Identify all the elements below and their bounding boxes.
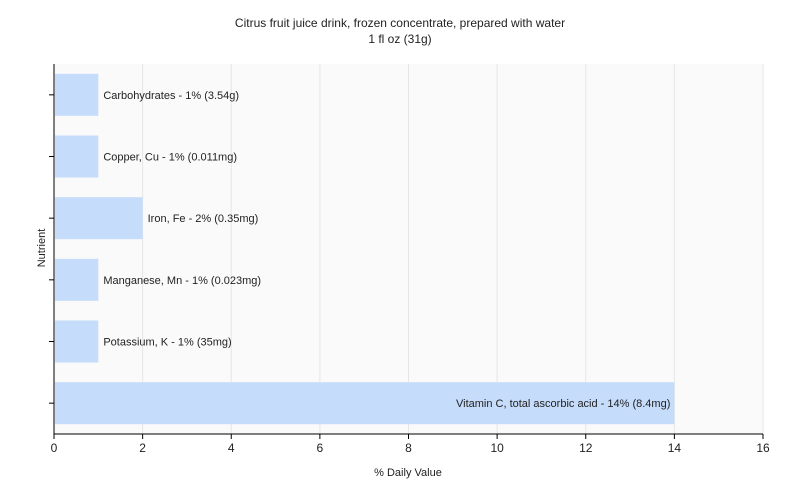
x-tick-label: 16	[756, 441, 770, 455]
y-axis-ticks	[49, 94, 54, 404]
x-tick-label: 8	[405, 441, 412, 455]
bars: Carbohydrates - 1% (3.54g) Copper, Cu - 1…	[55, 73, 675, 425]
bar	[55, 135, 99, 178]
chart-subtitle: 1 fl oz (31g)	[368, 32, 432, 46]
bar-label: Copper, Cu - 1% (0.011mg)	[103, 152, 237, 164]
bar	[55, 320, 99, 363]
y-axis-label: Nutrient	[36, 229, 48, 268]
x-tick-label: 0	[51, 441, 58, 455]
x-tick-label: 14	[668, 441, 682, 455]
grid-lines	[142, 64, 764, 434]
bar	[55, 73, 99, 116]
bar	[55, 197, 143, 240]
x-tick-label: 6	[317, 441, 324, 455]
x-tick-label: 12	[579, 441, 593, 455]
x-tick-label: 10	[490, 441, 504, 455]
x-axis-ticks: 0 2 4 6 8 10 12 14 16	[51, 434, 770, 455]
x-axis-label: % Daily Value	[374, 467, 442, 479]
chart-title: Citrus fruit juice drink, frozen concent…	[234, 16, 566, 30]
bar-label: Carbohydrates - 1% (3.54g)	[103, 90, 239, 102]
bar	[55, 382, 675, 425]
bar-label: Manganese, Mn - 1% (0.023mg)	[103, 275, 261, 287]
bar-label: Iron, Fe - 2% (0.35mg)	[148, 213, 259, 225]
x-tick-label: 2	[139, 441, 146, 455]
x-tick-label: 4	[228, 441, 235, 455]
bar-label: Vitamin C, total ascorbic acid - 14% (8.…	[456, 398, 670, 410]
bar	[55, 258, 99, 301]
bar-label: Potassium, K - 1% (35mg)	[103, 337, 231, 349]
